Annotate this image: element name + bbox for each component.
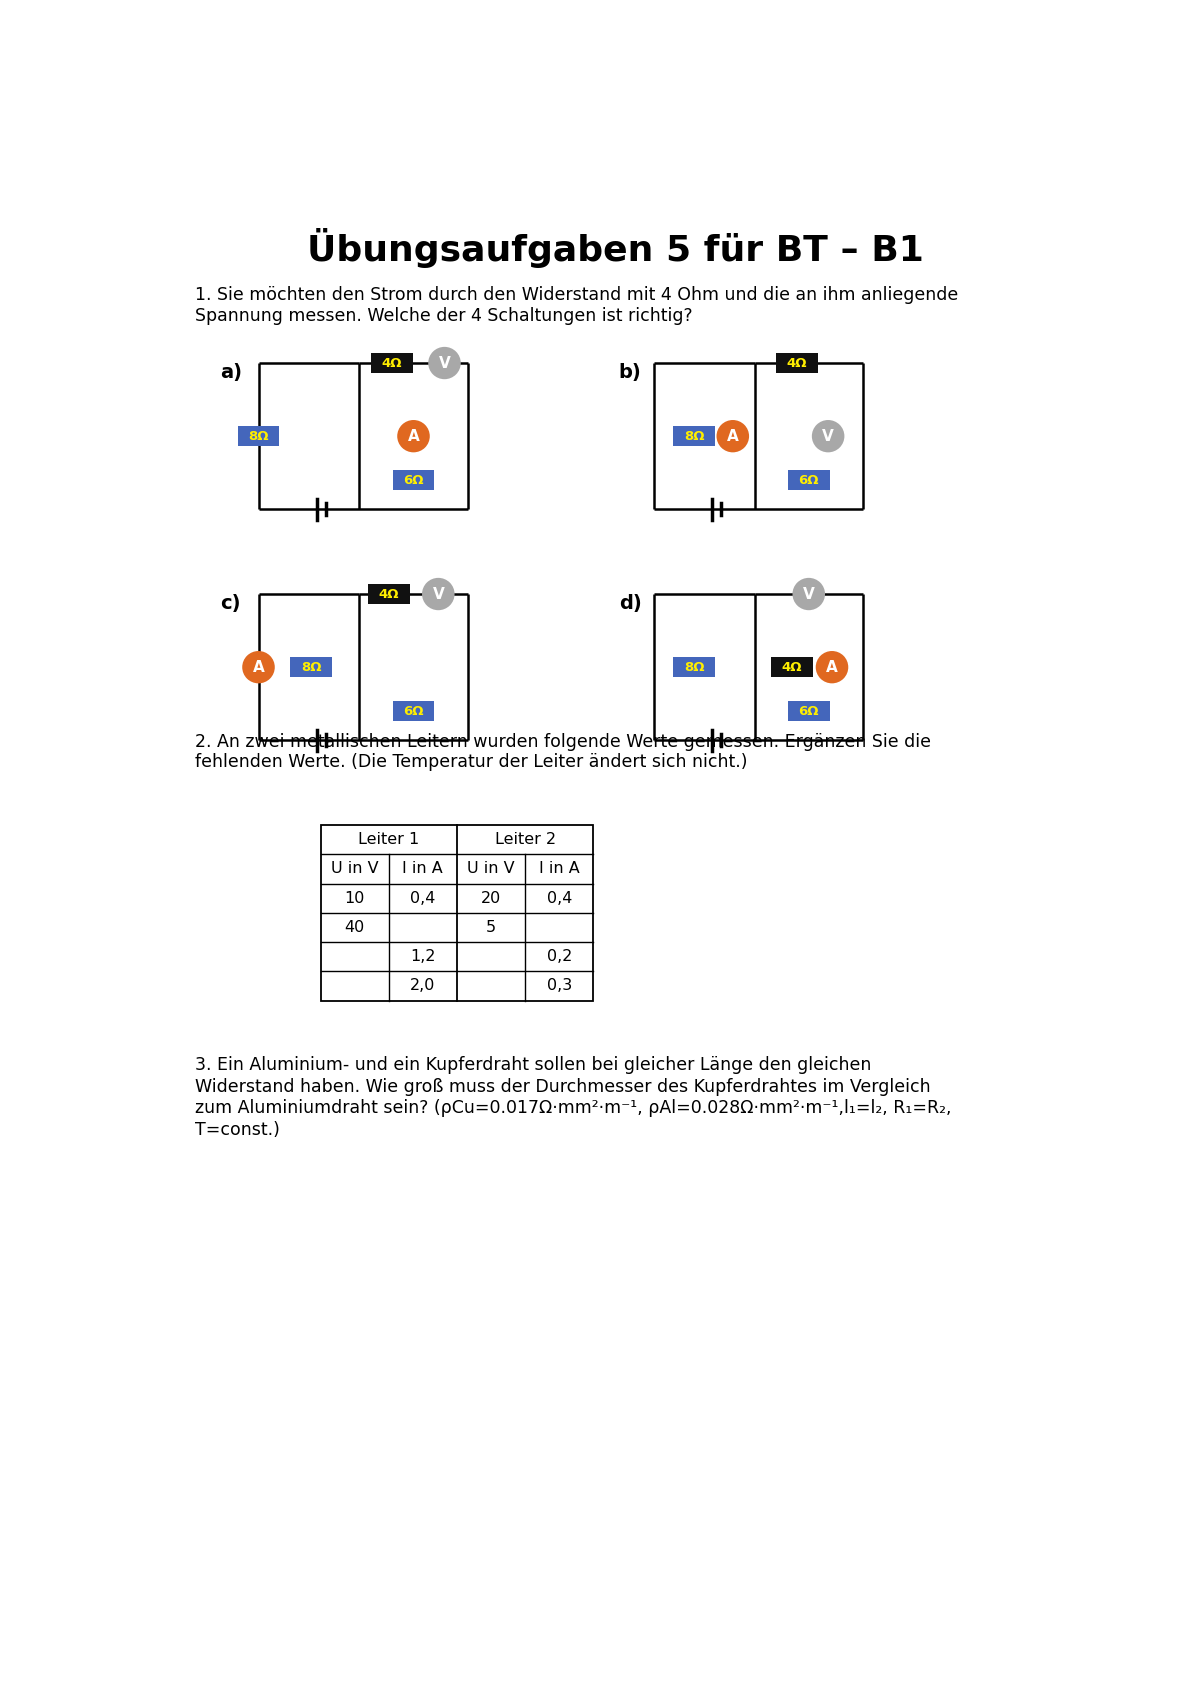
Text: V: V: [822, 429, 834, 443]
Text: Widerstand haben. Wie groß muss der Durchmesser des Kupferdrahtes im Vergleich: Widerstand haben. Wie groß muss der Durc…: [194, 1078, 930, 1096]
FancyBboxPatch shape: [673, 657, 715, 677]
Text: 0,3: 0,3: [546, 979, 572, 993]
FancyBboxPatch shape: [290, 657, 332, 677]
Text: 4Ω: 4Ω: [787, 356, 808, 370]
Text: 3. Ein Aluminium- und ein Kupferdraht sollen bei gleicher Länge den gleichen: 3. Ein Aluminium- und ein Kupferdraht so…: [194, 1056, 871, 1074]
Text: Leiter 2: Leiter 2: [494, 832, 556, 847]
FancyBboxPatch shape: [788, 470, 829, 490]
Text: A: A: [253, 660, 264, 675]
Text: 2. An zwei metallischen Leitern wurden folgende Werte gemessen. Ergänzen Sie die: 2. An zwei metallischen Leitern wurden f…: [194, 733, 931, 772]
Text: 8Ω: 8Ω: [684, 429, 704, 443]
FancyBboxPatch shape: [776, 353, 818, 373]
FancyBboxPatch shape: [371, 353, 413, 373]
Text: 2,0: 2,0: [410, 979, 436, 993]
FancyBboxPatch shape: [392, 470, 434, 490]
Circle shape: [792, 579, 826, 611]
Text: 6Ω: 6Ω: [403, 704, 424, 718]
Text: 1,2: 1,2: [410, 949, 436, 964]
Circle shape: [812, 421, 845, 453]
Circle shape: [816, 652, 848, 684]
Circle shape: [716, 421, 749, 453]
Text: 5: 5: [486, 920, 496, 935]
Text: 8Ω: 8Ω: [684, 660, 704, 674]
Text: 10: 10: [344, 891, 365, 906]
Text: 0,2: 0,2: [546, 949, 572, 964]
Text: zum Aluminiumdraht sein? (ρCu=0.017Ω·mm²·m⁻¹, ρAl=0.028Ω·mm²·m⁻¹,l₁=l₂, R₁=R₂,: zum Aluminiumdraht sein? (ρCu=0.017Ω·mm²…: [194, 1100, 952, 1117]
Text: b): b): [619, 363, 642, 382]
FancyBboxPatch shape: [788, 701, 829, 721]
Text: d): d): [619, 594, 642, 613]
Text: 8Ω: 8Ω: [248, 429, 269, 443]
Text: V: V: [803, 587, 815, 601]
FancyBboxPatch shape: [238, 426, 280, 446]
Text: 0,4: 0,4: [410, 891, 436, 906]
Text: 20: 20: [481, 891, 502, 906]
Text: A: A: [727, 429, 739, 443]
Circle shape: [397, 421, 430, 453]
FancyBboxPatch shape: [392, 701, 434, 721]
FancyBboxPatch shape: [673, 426, 715, 446]
Text: c): c): [220, 594, 240, 613]
Text: Übungsaufgaben 5 für BT – B1: Übungsaufgaben 5 für BT – B1: [306, 227, 924, 268]
Text: Leiter 1: Leiter 1: [358, 832, 419, 847]
Text: 1. Sie möchten den Strom durch den Widerstand mit 4 Ohm und die an ihm anliegend: 1. Sie möchten den Strom durch den Wider…: [194, 287, 959, 324]
Text: a): a): [220, 363, 241, 382]
Text: I in A: I in A: [539, 862, 580, 876]
Text: I in A: I in A: [402, 862, 443, 876]
Text: V: V: [439, 356, 450, 370]
Circle shape: [242, 652, 275, 684]
Text: U in V: U in V: [467, 862, 515, 876]
Text: V: V: [432, 587, 444, 601]
Text: A: A: [826, 660, 838, 675]
Text: U in V: U in V: [331, 862, 378, 876]
Text: 6Ω: 6Ω: [798, 473, 818, 487]
Text: T=const.): T=const.): [194, 1120, 280, 1139]
Text: 0,4: 0,4: [546, 891, 572, 906]
Text: 4Ω: 4Ω: [382, 356, 402, 370]
Text: 6Ω: 6Ω: [403, 473, 424, 487]
FancyBboxPatch shape: [367, 584, 409, 604]
Circle shape: [422, 579, 455, 611]
Text: A: A: [408, 429, 419, 443]
Text: 40: 40: [344, 920, 365, 935]
Circle shape: [428, 346, 461, 378]
FancyBboxPatch shape: [770, 657, 812, 677]
Text: 4Ω: 4Ω: [781, 660, 802, 674]
Text: 8Ω: 8Ω: [301, 660, 322, 674]
Bar: [320, 825, 593, 1001]
Text: 6Ω: 6Ω: [798, 704, 818, 718]
Text: 4Ω: 4Ω: [378, 587, 398, 601]
